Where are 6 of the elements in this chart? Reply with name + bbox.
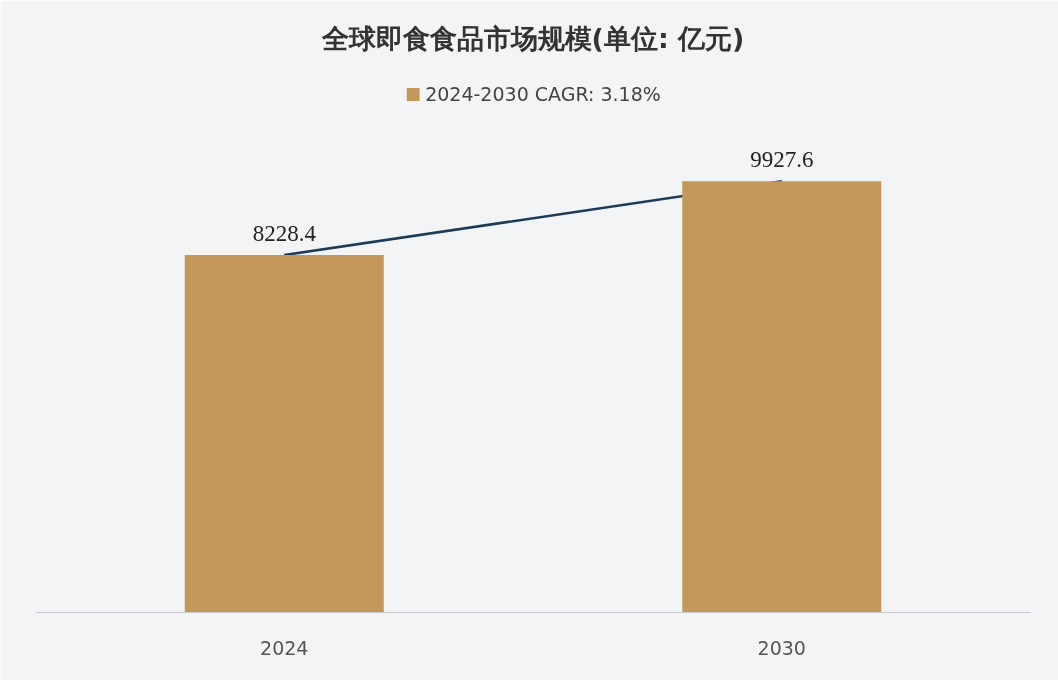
x-tick-label: 2024 [260, 636, 309, 659]
x-tick-label: 2030 [757, 636, 806, 659]
data-label: 9927.6 [750, 147, 814, 173]
data-label: 8228.4 [252, 221, 317, 247]
legend-label: 2024-2030 CAGR: 3.18% [425, 83, 661, 105]
chart-title: 全球即食食品市场规模(单位: 亿元) [320, 22, 745, 54]
